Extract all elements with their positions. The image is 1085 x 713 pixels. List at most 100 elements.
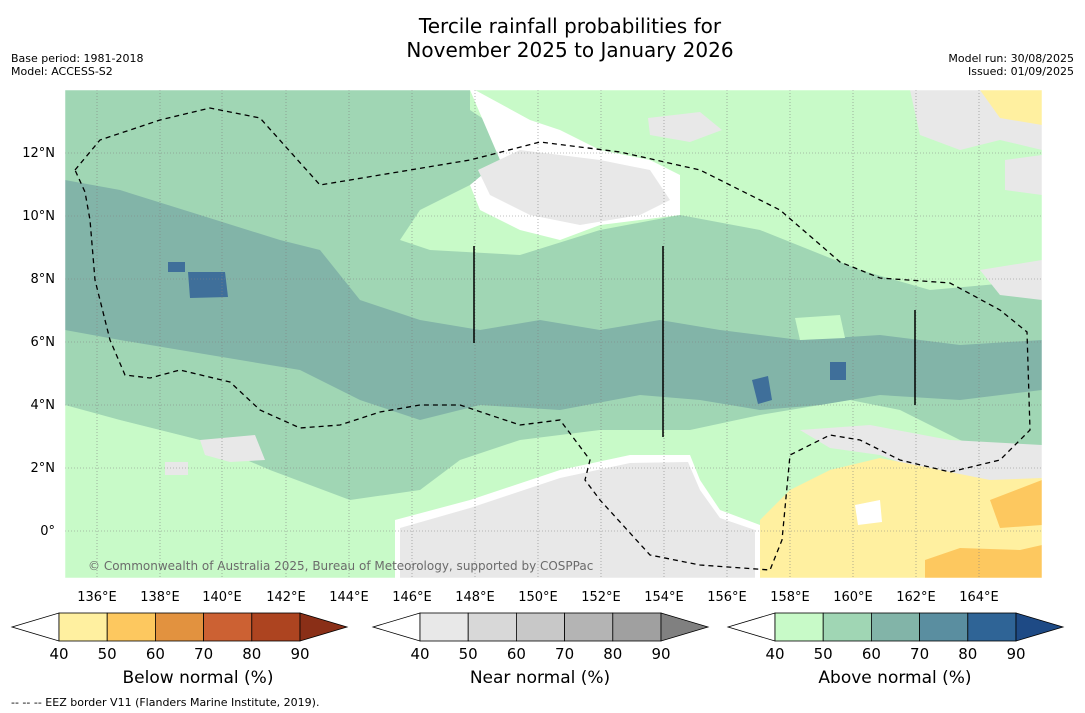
below-colorbar-tick: 80	[242, 645, 261, 663]
probability-field: © Commonwealth of Australia 2025, Bureau…	[65, 90, 1042, 578]
base-period: Base period: 1981-2018	[11, 52, 144, 65]
model-name: Model: ACCESS-S2	[11, 65, 113, 78]
graticule	[65, 90, 1042, 578]
below-60-region	[925, 545, 1042, 578]
above-80-patch	[168, 262, 185, 272]
above-80-patch	[752, 376, 772, 404]
title-line-2: November 2025 to January 2026	[406, 38, 734, 62]
longitude-label: 156°E	[707, 590, 747, 605]
eez-border	[74, 107, 1031, 571]
below-colorbar-segment	[251, 612, 301, 642]
longitude-label: 150°E	[518, 590, 558, 605]
near-50-region	[1005, 155, 1042, 195]
below-colorbar-segment	[154, 612, 204, 642]
near-colorbar-segment	[467, 612, 517, 642]
near-colorbar-tick: 90	[651, 645, 670, 663]
above-normal-label: Above normal (%)	[818, 668, 972, 688]
below-colorbar-tick: 50	[98, 645, 117, 663]
above-50-patch	[795, 315, 845, 340]
below-normal-label: Below normal (%)	[122, 668, 274, 688]
near-colorbar-tick: 40	[410, 645, 429, 663]
below-colorbar-tick: 70	[194, 645, 213, 663]
above-colorbar-tick: 50	[814, 645, 833, 663]
longitude-label: 138°E	[140, 590, 180, 605]
latitude-label: 10°N	[22, 209, 55, 224]
near-colorbar-segment	[564, 612, 614, 642]
above-colorbar-segment	[822, 612, 872, 642]
above-colorbar-tick: 80	[958, 645, 977, 663]
below-colorbar-max-extend	[299, 612, 349, 642]
above-80-patch	[188, 272, 228, 298]
near-50-region	[400, 462, 755, 578]
below-colorbar-tick: 60	[146, 645, 165, 663]
above-80-patch	[830, 362, 846, 380]
near-colorbar-tick: 50	[459, 645, 478, 663]
map-title: Tercile rainfall probabilities for Novem…	[0, 14, 1085, 62]
below-50-region	[980, 90, 1042, 125]
model-run: Model run: 30/08/2025	[948, 52, 1074, 65]
above-colorbar-max-extend	[1015, 612, 1065, 642]
eez-footnote: -- -- -- EEZ border V11 (Flanders Marine…	[11, 696, 320, 709]
near-colorbar-min-extend	[371, 612, 421, 642]
near-50-region	[980, 260, 1042, 300]
near-colorbar-tick: 60	[507, 645, 526, 663]
near-50-region	[478, 150, 670, 225]
above-colorbar-min-extend	[726, 612, 776, 642]
near-normal-label: Near normal (%)	[469, 668, 611, 688]
above-70-region	[65, 180, 1042, 420]
latitude-label: 2°N	[31, 461, 56, 476]
longitude-label: 136°E	[77, 590, 117, 605]
longitude-label: 144°E	[329, 590, 369, 605]
longitude-label: 160°E	[833, 590, 873, 605]
colorbars	[10, 612, 1065, 642]
below-50-region	[760, 458, 1042, 578]
below-colorbar-tick: 90	[290, 645, 309, 663]
near-colorbar-tick: 70	[555, 645, 574, 663]
run-info: Model run: 30/08/2025 Issued: 01/09/2025	[948, 52, 1074, 78]
above-colorbar-tick: 90	[1006, 645, 1025, 663]
near-colorbar-segment	[419, 612, 469, 642]
near-colorbar-segment	[612, 612, 662, 642]
issued-date: Issued: 01/09/2025	[967, 65, 1074, 78]
near-50-region	[648, 112, 722, 142]
longitude-label: 140°E	[202, 590, 242, 605]
near-50-region	[200, 435, 265, 462]
below-colorbar-min-extend	[10, 612, 60, 642]
above-colorbar-tick: 70	[910, 645, 929, 663]
map-frame	[64, 89, 1043, 579]
above-colorbar-tick: 60	[862, 645, 881, 663]
longitude-label: 152°E	[581, 590, 621, 605]
above-colorbar-segment	[919, 612, 969, 642]
longitude-label: 146°E	[392, 590, 432, 605]
colorbar-ticks: 40 50 60 70 80 90 40 50 60 70 80 90 40 50 60 70 80 90	[49, 645, 1025, 663]
below-60-region	[990, 480, 1042, 528]
longitude-label: 164°E	[959, 590, 999, 605]
title-line-1: Tercile rainfall probabilities for	[418, 14, 722, 38]
latitude-label: 4°N	[31, 398, 56, 413]
latitude-labels: 12°N 10°N 8°N 6°N 4°N 2°N 0°	[22, 146, 55, 539]
above-colorbar-segment	[967, 612, 1017, 642]
longitude-label: 162°E	[896, 590, 936, 605]
latitude-label: 6°N	[31, 335, 56, 350]
near-50-region	[165, 462, 188, 475]
latitude-label: 0°	[40, 524, 55, 539]
near-colorbar-segment	[516, 612, 566, 642]
near-colorbar-max-extend	[660, 612, 710, 642]
above-colorbar-segment	[871, 612, 921, 642]
longitude-label: 148°E	[455, 590, 495, 605]
below-colorbar-segment	[106, 612, 156, 642]
below-colorbar-segment	[203, 612, 253, 642]
longitude-labels: 136°E 138°E 140°E 142°E 144°E 146°E 148°E 150°E…	[77, 590, 999, 605]
above-colorbar-segment	[774, 612, 824, 642]
latitude-label: 12°N	[22, 146, 55, 161]
above-colorbar-tick: 40	[765, 645, 784, 663]
model-info: Base period: 1981-2018 Model: ACCESS-S2	[11, 52, 143, 78]
latitude-label: 8°N	[31, 272, 56, 287]
boundary-lines	[473, 246, 916, 437]
below-colorbar-tick: 40	[49, 645, 68, 663]
longitude-label: 154°E	[644, 590, 684, 605]
longitude-label: 142°E	[266, 590, 306, 605]
below-colorbar-segment	[58, 612, 108, 642]
longitude-label: 158°E	[770, 590, 810, 605]
